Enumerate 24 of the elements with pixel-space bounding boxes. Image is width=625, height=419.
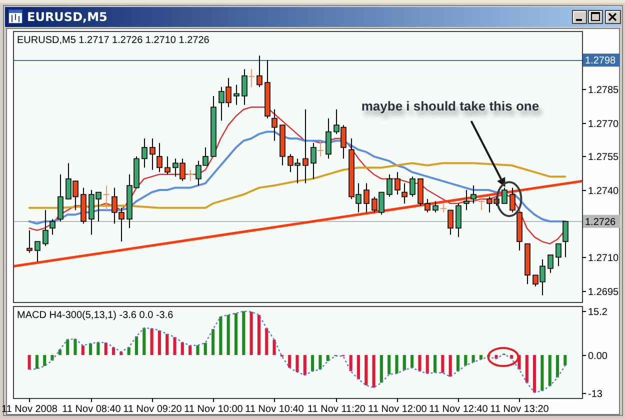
x-tick-label: 11 Nov 2008 bbox=[2, 404, 58, 415]
x-tick-label: 11 Nov 09:20 bbox=[123, 404, 182, 415]
y-tick-label: 0.00 bbox=[588, 351, 608, 362]
x-tick-label: 11 Nov 08:40 bbox=[62, 404, 122, 415]
x-tick-label: 11 Nov 10:00 bbox=[184, 404, 244, 415]
ref-line-label: 1.2798 bbox=[585, 56, 616, 67]
chart-title: MACD H4-300(5,13,1) -3.6 0.0 -3.6 bbox=[17, 310, 174, 321]
y-tick-label: 15.2 bbox=[588, 307, 608, 318]
y-tick-label: 1.2710 bbox=[588, 253, 620, 264]
annotation: maybe i should take this one bbox=[361, 98, 540, 114]
chart-subtitle: EURUSD,M5 1.2717 1.2726 1.2710 1.2726 bbox=[17, 35, 210, 46]
x-tick-label: 11 Nov 12:40 bbox=[429, 404, 488, 415]
ref-line-label: 1.2726 bbox=[585, 216, 616, 228]
y-tick-label: 1.2755 bbox=[588, 152, 620, 163]
x-tick-label: 11 Nov 13:20 bbox=[490, 404, 550, 415]
y-tick-label: -13 bbox=[588, 389, 603, 400]
x-tick-label: 11 Nov 11:20 bbox=[307, 404, 366, 415]
y-tick-label: 1.2740 bbox=[588, 186, 620, 197]
y-tick-label: 1.2695 bbox=[588, 287, 620, 298]
x-tick-label: 11 Nov 10:40 bbox=[245, 404, 304, 415]
chart-title: EURUSD,M5 bbox=[27, 10, 108, 24]
y-tick-label: 1.2770 bbox=[588, 119, 620, 130]
y-tick-label: 1.2785 bbox=[588, 85, 620, 96]
x-tick-label: 11 Nov 12:00 bbox=[368, 404, 428, 415]
